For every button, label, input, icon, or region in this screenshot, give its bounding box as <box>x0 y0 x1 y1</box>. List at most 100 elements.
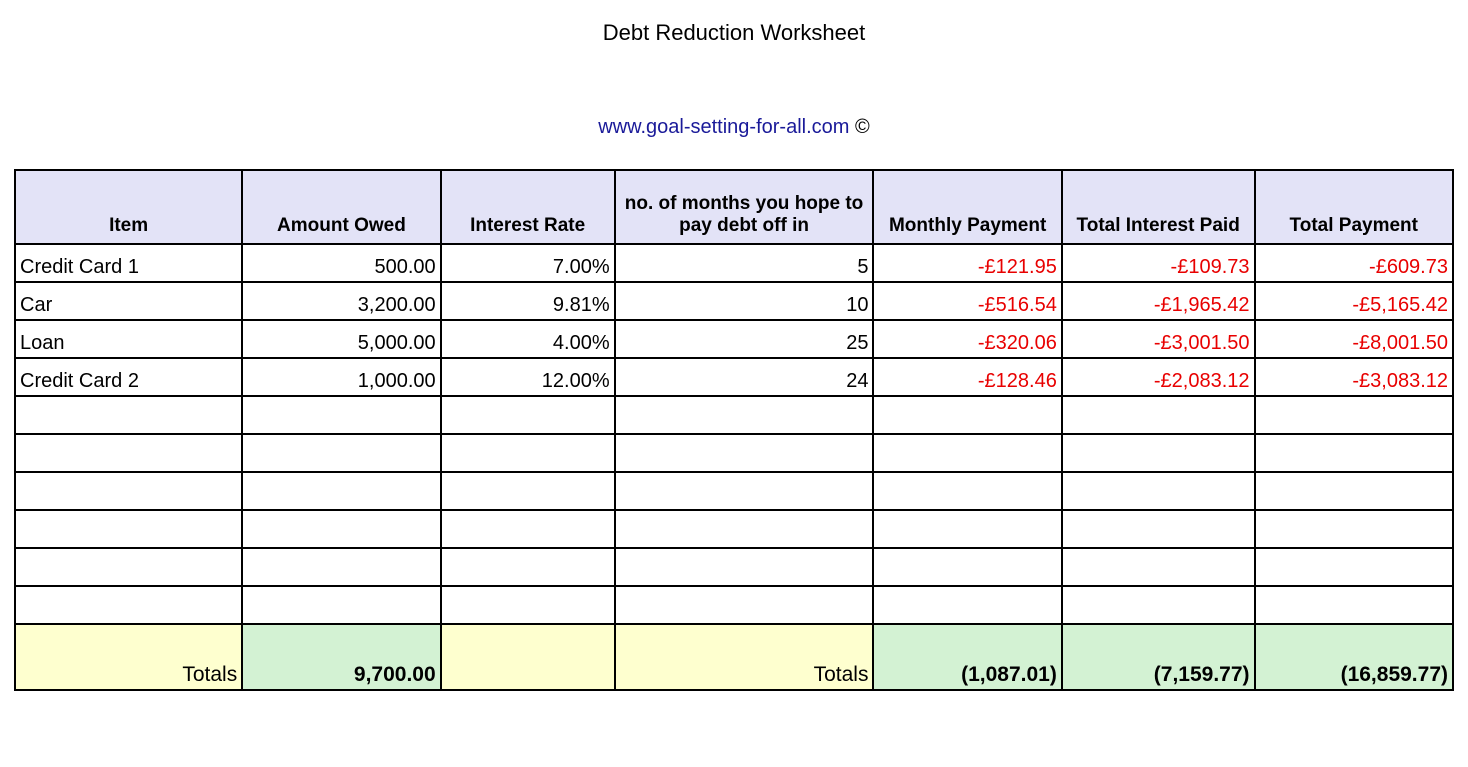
column-header: Total Interest Paid <box>1062 170 1255 244</box>
column-header: Item <box>15 170 242 244</box>
totals-label: Totals <box>15 624 242 690</box>
table-cell <box>15 434 242 472</box>
table-cell <box>1062 548 1255 586</box>
table-cell <box>441 548 615 586</box>
table-cell: 500.00 <box>242 244 440 282</box>
table-cell: -£516.54 <box>873 282 1061 320</box>
table-cell <box>1255 472 1453 510</box>
table-cell <box>873 434 1061 472</box>
table-cell <box>1062 434 1255 472</box>
table-cell <box>441 586 615 624</box>
table-cell <box>242 434 440 472</box>
table-row: Loan5,000.004.00%25-£320.06-£3,001.50-£8… <box>15 320 1453 358</box>
page-title: Debt Reduction Worksheet <box>14 20 1454 46</box>
column-header: no. of months you hope to pay debt off i… <box>615 170 874 244</box>
table-cell <box>441 396 615 434</box>
table-cell: -£2,083.12 <box>1062 358 1255 396</box>
table-cell <box>873 510 1061 548</box>
totals-row: Totals9,700.00Totals(1,087.01)(7,159.77)… <box>15 624 1453 690</box>
table-cell <box>615 434 874 472</box>
table-cell <box>873 396 1061 434</box>
table-cell <box>1255 548 1453 586</box>
table-cell: Credit Card 1 <box>15 244 242 282</box>
table-cell: 10 <box>615 282 874 320</box>
table-row <box>15 396 1453 434</box>
table-cell <box>441 472 615 510</box>
table-cell <box>1062 510 1255 548</box>
table-cell: -£609.73 <box>1255 244 1453 282</box>
table-cell: -£8,001.50 <box>1255 320 1453 358</box>
table-row: Car3,200.009.81%10-£516.54-£1,965.42-£5,… <box>15 282 1453 320</box>
table-cell <box>1255 396 1453 434</box>
column-header: Total Payment <box>1255 170 1453 244</box>
table-cell <box>615 396 874 434</box>
table-row: Credit Card 1500.007.00%5-£121.95-£109.7… <box>15 244 1453 282</box>
table-cell: 5 <box>615 244 874 282</box>
table-cell: -£3,083.12 <box>1255 358 1453 396</box>
table-cell <box>1255 510 1453 548</box>
table-cell: Credit Card 2 <box>15 358 242 396</box>
column-header: Interest Rate <box>441 170 615 244</box>
source-link-line: www.goal-setting-for-all.com © <box>14 116 1454 139</box>
source-link[interactable]: www.goal-setting-for-all.com <box>598 116 849 138</box>
table-cell <box>873 548 1061 586</box>
table-cell: 9.81% <box>441 282 615 320</box>
table-row <box>15 548 1453 586</box>
table-cell <box>242 510 440 548</box>
table-cell <box>242 396 440 434</box>
table-cell <box>615 548 874 586</box>
table-cell: 4.00% <box>441 320 615 358</box>
table-cell <box>1062 472 1255 510</box>
table-cell <box>15 510 242 548</box>
table-cell <box>15 586 242 624</box>
table-cell: -£121.95 <box>873 244 1061 282</box>
table-cell: -£109.73 <box>1062 244 1255 282</box>
table-cell: 5,000.00 <box>242 320 440 358</box>
table-cell <box>242 548 440 586</box>
table-cell <box>15 548 242 586</box>
table-row <box>15 586 1453 624</box>
table-cell <box>873 472 1061 510</box>
table-cell: 25 <box>615 320 874 358</box>
table-header-row: ItemAmount OwedInterest Rateno. of month… <box>15 170 1453 244</box>
table-cell: -£320.06 <box>873 320 1061 358</box>
table-cell: -£5,165.42 <box>1255 282 1453 320</box>
table-cell <box>15 472 242 510</box>
table-cell: 24 <box>615 358 874 396</box>
totals-value: 9,700.00 <box>242 624 440 690</box>
table-cell <box>615 510 874 548</box>
table-cell: 12.00% <box>441 358 615 396</box>
table-cell <box>1255 434 1453 472</box>
totals-value: (16,859.77) <box>1255 624 1453 690</box>
table-cell <box>441 510 615 548</box>
table-row <box>15 434 1453 472</box>
column-header: Monthly Payment <box>873 170 1061 244</box>
table-cell: 1,000.00 <box>242 358 440 396</box>
table-cell: Car <box>15 282 242 320</box>
copyright-symbol: © <box>849 116 869 138</box>
table-cell: Loan <box>15 320 242 358</box>
table-cell <box>441 434 615 472</box>
table-cell <box>15 396 242 434</box>
table-cell: -£128.46 <box>873 358 1061 396</box>
table-cell <box>873 586 1061 624</box>
table-cell: 3,200.00 <box>242 282 440 320</box>
debt-table: ItemAmount OwedInterest Rateno. of month… <box>14 169 1454 691</box>
table-cell <box>615 472 874 510</box>
table-cell <box>242 472 440 510</box>
table-cell: -£3,001.50 <box>1062 320 1255 358</box>
table-row <box>15 510 1453 548</box>
table-cell: 7.00% <box>441 244 615 282</box>
totals-label: Totals <box>615 624 874 690</box>
table-row <box>15 472 1453 510</box>
totals-value <box>441 624 615 690</box>
table-cell: -£1,965.42 <box>1062 282 1255 320</box>
table-cell <box>242 586 440 624</box>
table-cell <box>1255 586 1453 624</box>
totals-value: (1,087.01) <box>873 624 1061 690</box>
table-row: Credit Card 21,000.0012.00%24-£128.46-£2… <box>15 358 1453 396</box>
table-cell <box>615 586 874 624</box>
column-header: Amount Owed <box>242 170 440 244</box>
totals-value: (7,159.77) <box>1062 624 1255 690</box>
table-cell <box>1062 586 1255 624</box>
